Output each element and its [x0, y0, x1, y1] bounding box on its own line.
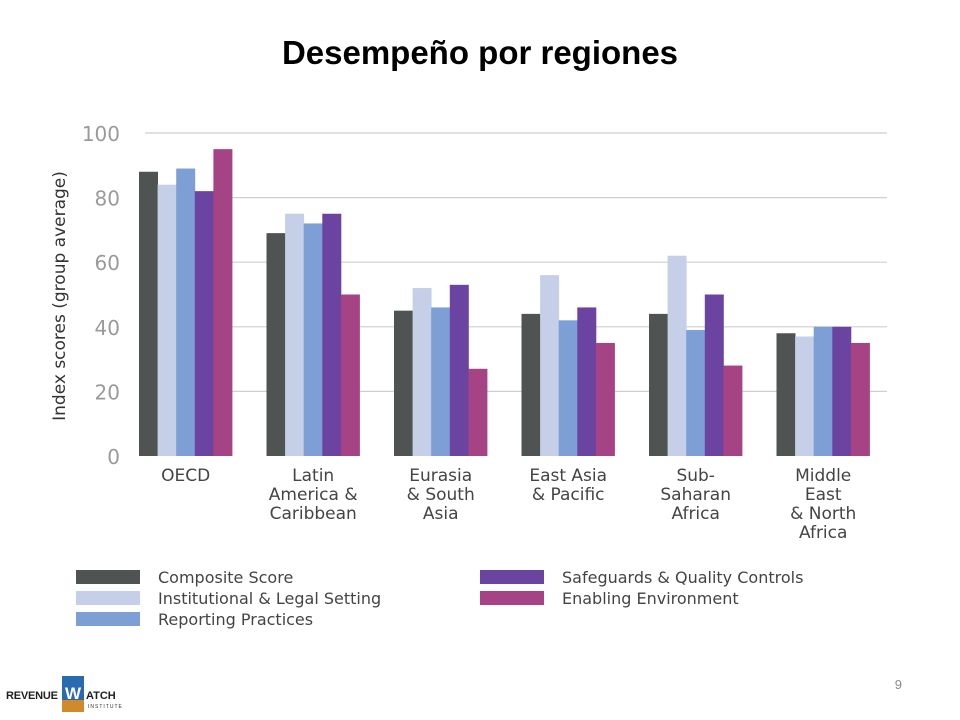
x-tick-label: Latin: [292, 466, 334, 486]
bar: [139, 171, 158, 456]
bar: [285, 213, 305, 456]
chart-legend: Composite Score Institutional & Legal Se…: [76, 567, 906, 631]
bar: [266, 233, 286, 456]
slide-title: Desempeño por regiones: [281, 34, 679, 71]
revenue-watch-logo: REVENUE W ATCH INSTITUTE: [6, 672, 122, 716]
legend-swatch: [480, 570, 544, 584]
bar: [595, 342, 615, 456]
bar: [176, 168, 196, 456]
bar: [194, 191, 214, 456]
bar: [449, 284, 469, 456]
y-tick-label: 0: [107, 445, 120, 469]
x-tick-label: America &: [269, 485, 358, 505]
x-tick-label: Eurasia: [409, 466, 472, 486]
x-tick-label: Africa: [671, 504, 720, 524]
logo-accent: [62, 700, 84, 712]
bar: [394, 310, 413, 456]
legend-item-enabling-environment: Enabling Environment: [480, 588, 739, 608]
legend-swatch: [480, 591, 544, 605]
bar: [431, 307, 451, 456]
x-tick-label: OECD: [161, 466, 210, 486]
x-tick-label: Asia: [423, 504, 459, 524]
bar: [577, 307, 597, 456]
bar: [213, 149, 233, 456]
legend-label: Reporting Practices: [158, 609, 314, 629]
x-tick-label: Saharan: [660, 485, 731, 505]
y-tick-label: 20: [95, 380, 120, 404]
legend-label: Institutional & Legal Setting: [158, 588, 382, 608]
x-tick-label: East Asia: [529, 466, 607, 486]
y-tick-label: 100: [82, 122, 120, 146]
bar: [667, 255, 687, 456]
y-tick-label: 60: [95, 251, 120, 275]
bar: [795, 336, 815, 456]
bar: [686, 330, 706, 456]
y-tick-label: 80: [95, 187, 120, 211]
x-tick-label: Sub-: [676, 466, 715, 486]
bar: [832, 326, 852, 456]
x-tick-label: & North: [790, 504, 856, 524]
logo-text: ATCH: [86, 690, 116, 702]
y-tick-label: 40: [95, 316, 120, 340]
y-axis-title: Index scores (group average): [50, 171, 70, 421]
bar: [468, 368, 488, 456]
bar: [558, 320, 578, 456]
legend-item-reporting-practices: Reporting Practices: [76, 609, 313, 629]
legend-swatch: [76, 591, 140, 605]
legend-swatch: [76, 570, 140, 584]
bar: [649, 313, 668, 456]
bar: [340, 294, 360, 456]
x-tick-label: & Pacific: [532, 485, 605, 505]
bar: [412, 288, 432, 456]
legend-label: Composite Score: [158, 567, 294, 587]
legend-item-institutional-legal-setting: Institutional & Legal Setting: [76, 588, 381, 608]
logo-subtext: INSTITUTE: [88, 704, 123, 710]
x-tick-label: Caribbean: [270, 504, 357, 524]
bar: [850, 342, 870, 456]
page-number: 9: [894, 677, 902, 692]
x-tick-label: & South: [407, 485, 475, 505]
x-tick-label: East: [805, 485, 842, 505]
bar: [157, 184, 177, 456]
bar: [303, 223, 323, 456]
bar: [704, 294, 724, 456]
legend-item-safeguards-quality-controls: Safeguards & Quality Controls: [480, 567, 803, 587]
logo-text: REVENUE: [6, 690, 58, 702]
bar: [813, 326, 833, 456]
legend-item-composite-score: Composite Score: [76, 567, 293, 587]
legend-swatch: [76, 612, 140, 626]
x-tick-label: Middle: [795, 466, 851, 486]
bar: [322, 213, 342, 456]
legend-label: Enabling Environment: [562, 588, 739, 608]
legend-label: Safeguards & Quality Controls: [562, 567, 804, 587]
bar: [540, 275, 560, 456]
bar: [521, 313, 541, 456]
bar: [723, 365, 743, 456]
x-tick-label: Africa: [799, 523, 848, 543]
bar: [776, 333, 796, 456]
